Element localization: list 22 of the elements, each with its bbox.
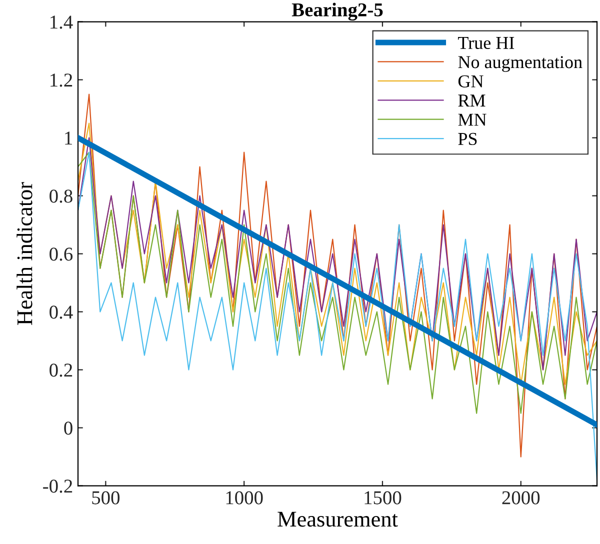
y-tick-label: 0: [64, 422, 72, 435]
y-axis-title: Health indicator: [16, 182, 32, 326]
legend-label: GN: [458, 75, 484, 88]
y-tick-label: 1.2: [50, 74, 72, 87]
legend-label: PS: [458, 132, 477, 146]
y-tick-label: -0.2: [43, 480, 72, 493]
legend-label: RM: [458, 94, 486, 106]
x-tick-label: 500: [92, 491, 120, 504]
x-tick-label: 1500: [364, 491, 402, 504]
legend-label: True HI: [458, 37, 514, 50]
x-tick-label: 1000: [226, 491, 263, 504]
x-tick-label: 2000: [502, 491, 540, 504]
y-tick-label: 0.8: [50, 190, 72, 203]
legend-label: MN: [458, 114, 486, 126]
y-tick-label: 0.2: [50, 364, 72, 377]
legend-label: No augmentation: [458, 56, 582, 72]
y-tick-label: 1: [65, 132, 72, 145]
chart-title: Bearing2-5: [292, 2, 383, 20]
y-tick-label: 0.6: [50, 248, 73, 261]
x-axis-title: Measurement: [278, 512, 398, 527]
y-tick-label: 1.4: [50, 16, 73, 29]
y-tick-label: 0.4: [50, 306, 73, 319]
